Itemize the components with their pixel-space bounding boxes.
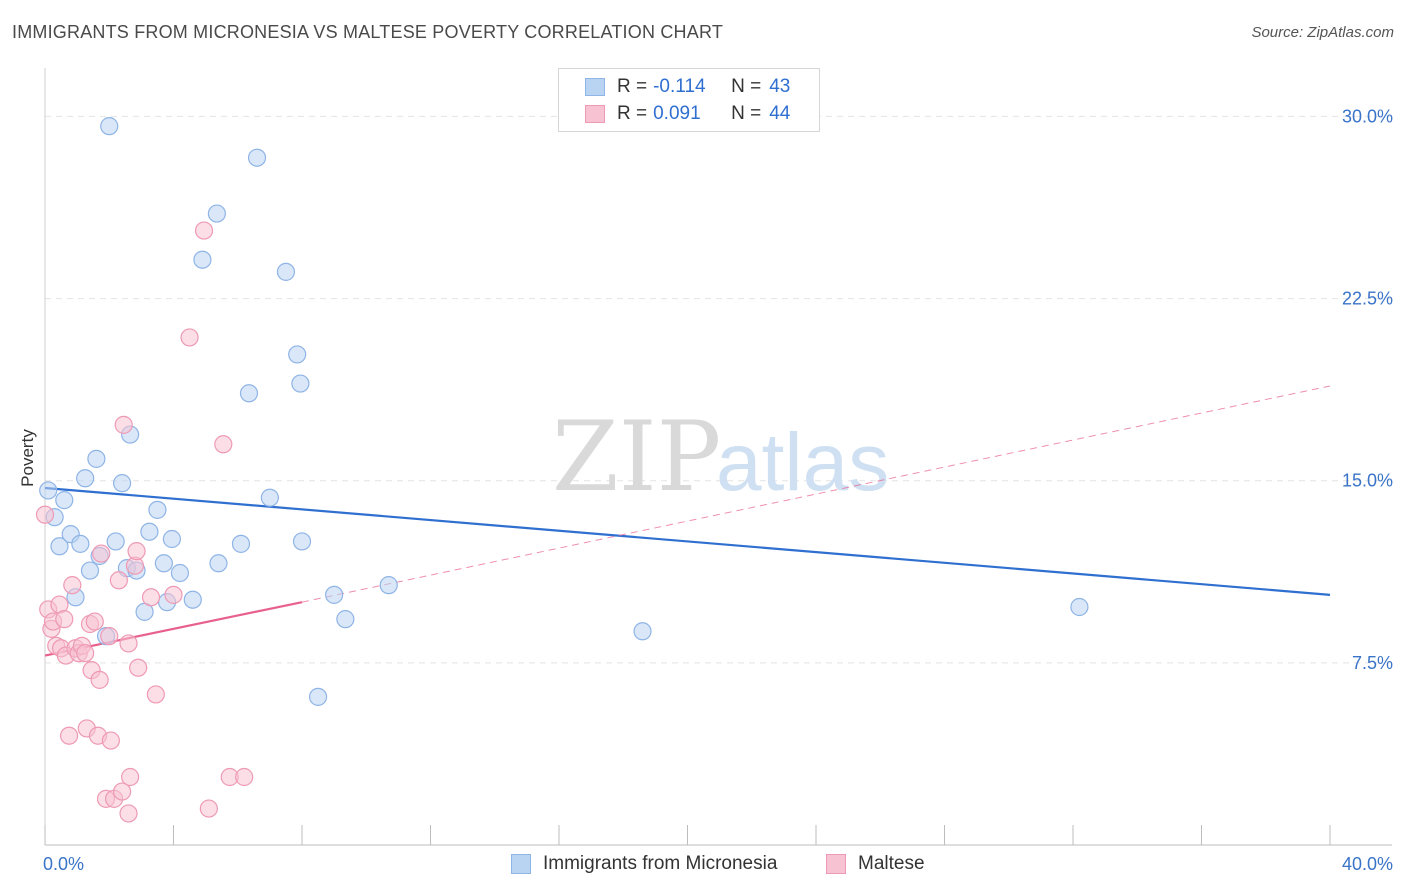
micronesia-point [336, 610, 355, 629]
micronesia-point [288, 345, 307, 364]
x-tick-label: 0.0% [43, 854, 84, 874]
source-label: Source: ZipAtlas.com [1251, 24, 1394, 41]
maltese-point [199, 799, 218, 818]
maltese-point [100, 627, 119, 646]
micronesia-point [80, 561, 100, 580]
data-points [35, 117, 1089, 823]
micronesia-point [231, 534, 251, 553]
maltese-point [119, 634, 138, 653]
micronesia-point [379, 576, 398, 595]
maltese-point [164, 585, 183, 604]
legend-n-value: 44 [769, 103, 791, 124]
legend-swatch-blue [585, 78, 605, 96]
grid-lines [45, 115, 1392, 664]
micronesia-point [50, 537, 69, 556]
bottom-legend-swatch-pink [826, 854, 846, 874]
legend-r-label: R = [617, 103, 648, 124]
maltese-point [109, 571, 128, 590]
y-axis-label: Poverty [18, 429, 37, 487]
watermark: ZIP atlas [552, 401, 889, 513]
legend-n-value: 43 [769, 76, 791, 97]
micronesia-point [39, 481, 58, 500]
micronesia-point [106, 532, 125, 551]
maltese-point [85, 612, 104, 631]
tick-labels: 7.5% 15.0% 22.5% 30.0% 0.0% 40.0% [43, 106, 1393, 874]
micronesia-point [209, 554, 228, 573]
micronesia-point [162, 529, 181, 549]
micronesia-point [1070, 597, 1089, 617]
y-tick-label: 22.5% [1342, 289, 1393, 309]
maltese-point [129, 658, 148, 677]
micronesia-point [112, 474, 132, 493]
bottom-legend-swatch-blue [511, 854, 531, 874]
micronesia-point [71, 534, 90, 553]
legend-n-label: N = [731, 103, 762, 124]
axes [44, 68, 1392, 846]
legend-r-value: -0.114 [653, 76, 706, 97]
micronesia-trend-line [44, 486, 1331, 596]
maltese-point [180, 328, 199, 347]
micronesia-point [292, 532, 312, 551]
x-tick-label: 40.0% [1342, 854, 1393, 874]
maltese-point [35, 505, 55, 524]
legend-r-label: R = [617, 76, 648, 97]
y-tick-label: 7.5% [1352, 653, 1393, 673]
maltese-point [92, 544, 111, 563]
maltese-point [146, 685, 165, 704]
micronesia-point [100, 117, 119, 136]
maltese-point [235, 767, 254, 787]
micronesia-point [247, 148, 267, 167]
maltese-point [214, 435, 233, 454]
micronesia-point [170, 563, 190, 583]
maltese-point [63, 576, 82, 595]
micronesia-point [148, 500, 167, 519]
maltese-point [119, 804, 138, 823]
micronesia-point [154, 554, 173, 573]
micronesia-point [207, 204, 226, 223]
micronesia-point [276, 262, 296, 281]
maltese-point [121, 767, 140, 787]
legend-r-value: 0.091 [653, 103, 701, 124]
micronesia-point [193, 250, 212, 269]
legend-row-micronesia: R = -0.114 N = 43 [585, 75, 790, 99]
maltese-point [114, 415, 133, 434]
bottom-legend-micronesia: Immigrants from Micronesia [511, 852, 777, 876]
bottom-legend-label: Immigrants from Micronesia [543, 853, 778, 874]
chart-title: IMMIGRANTS FROM MICRONESIA VS MALTESE PO… [12, 22, 724, 42]
bottom-legend-maltese: Maltese [826, 852, 925, 876]
correlation-legend: R = -0.114 N = 43 R = 0.091 N = 44 [558, 68, 820, 132]
micronesia-point [183, 590, 202, 609]
maltese-point [76, 644, 95, 663]
y-tick-label: 15.0% [1342, 471, 1393, 491]
micronesia-point [308, 687, 328, 706]
maltese-point [194, 221, 214, 240]
micronesia-point [633, 622, 652, 641]
maltese-point [141, 588, 161, 607]
maltese-point [112, 782, 132, 801]
watermark-atlas: atlas [716, 417, 889, 508]
legend-swatch-pink [585, 105, 605, 123]
maltese-point [101, 731, 120, 750]
maltese-point [90, 670, 109, 689]
maltese-point [59, 726, 79, 745]
legend-n-label: N = [731, 76, 762, 97]
micronesia-point [87, 449, 106, 468]
watermark-zip: ZIP [552, 401, 721, 513]
micronesia-point [260, 488, 279, 507]
bottom-legend-label: Maltese [858, 853, 925, 874]
micronesia-point [55, 491, 74, 510]
y-tick-label: 30.0% [1342, 106, 1393, 126]
maltese-point [127, 542, 146, 561]
micronesia-point [140, 522, 159, 541]
legend-row-maltese: R = 0.091 N = 44 [585, 102, 790, 126]
micronesia-point [291, 374, 310, 393]
micronesia-point [239, 384, 259, 403]
micronesia-point [325, 585, 344, 604]
micronesia-point [76, 469, 95, 488]
maltese-point [55, 610, 74, 629]
